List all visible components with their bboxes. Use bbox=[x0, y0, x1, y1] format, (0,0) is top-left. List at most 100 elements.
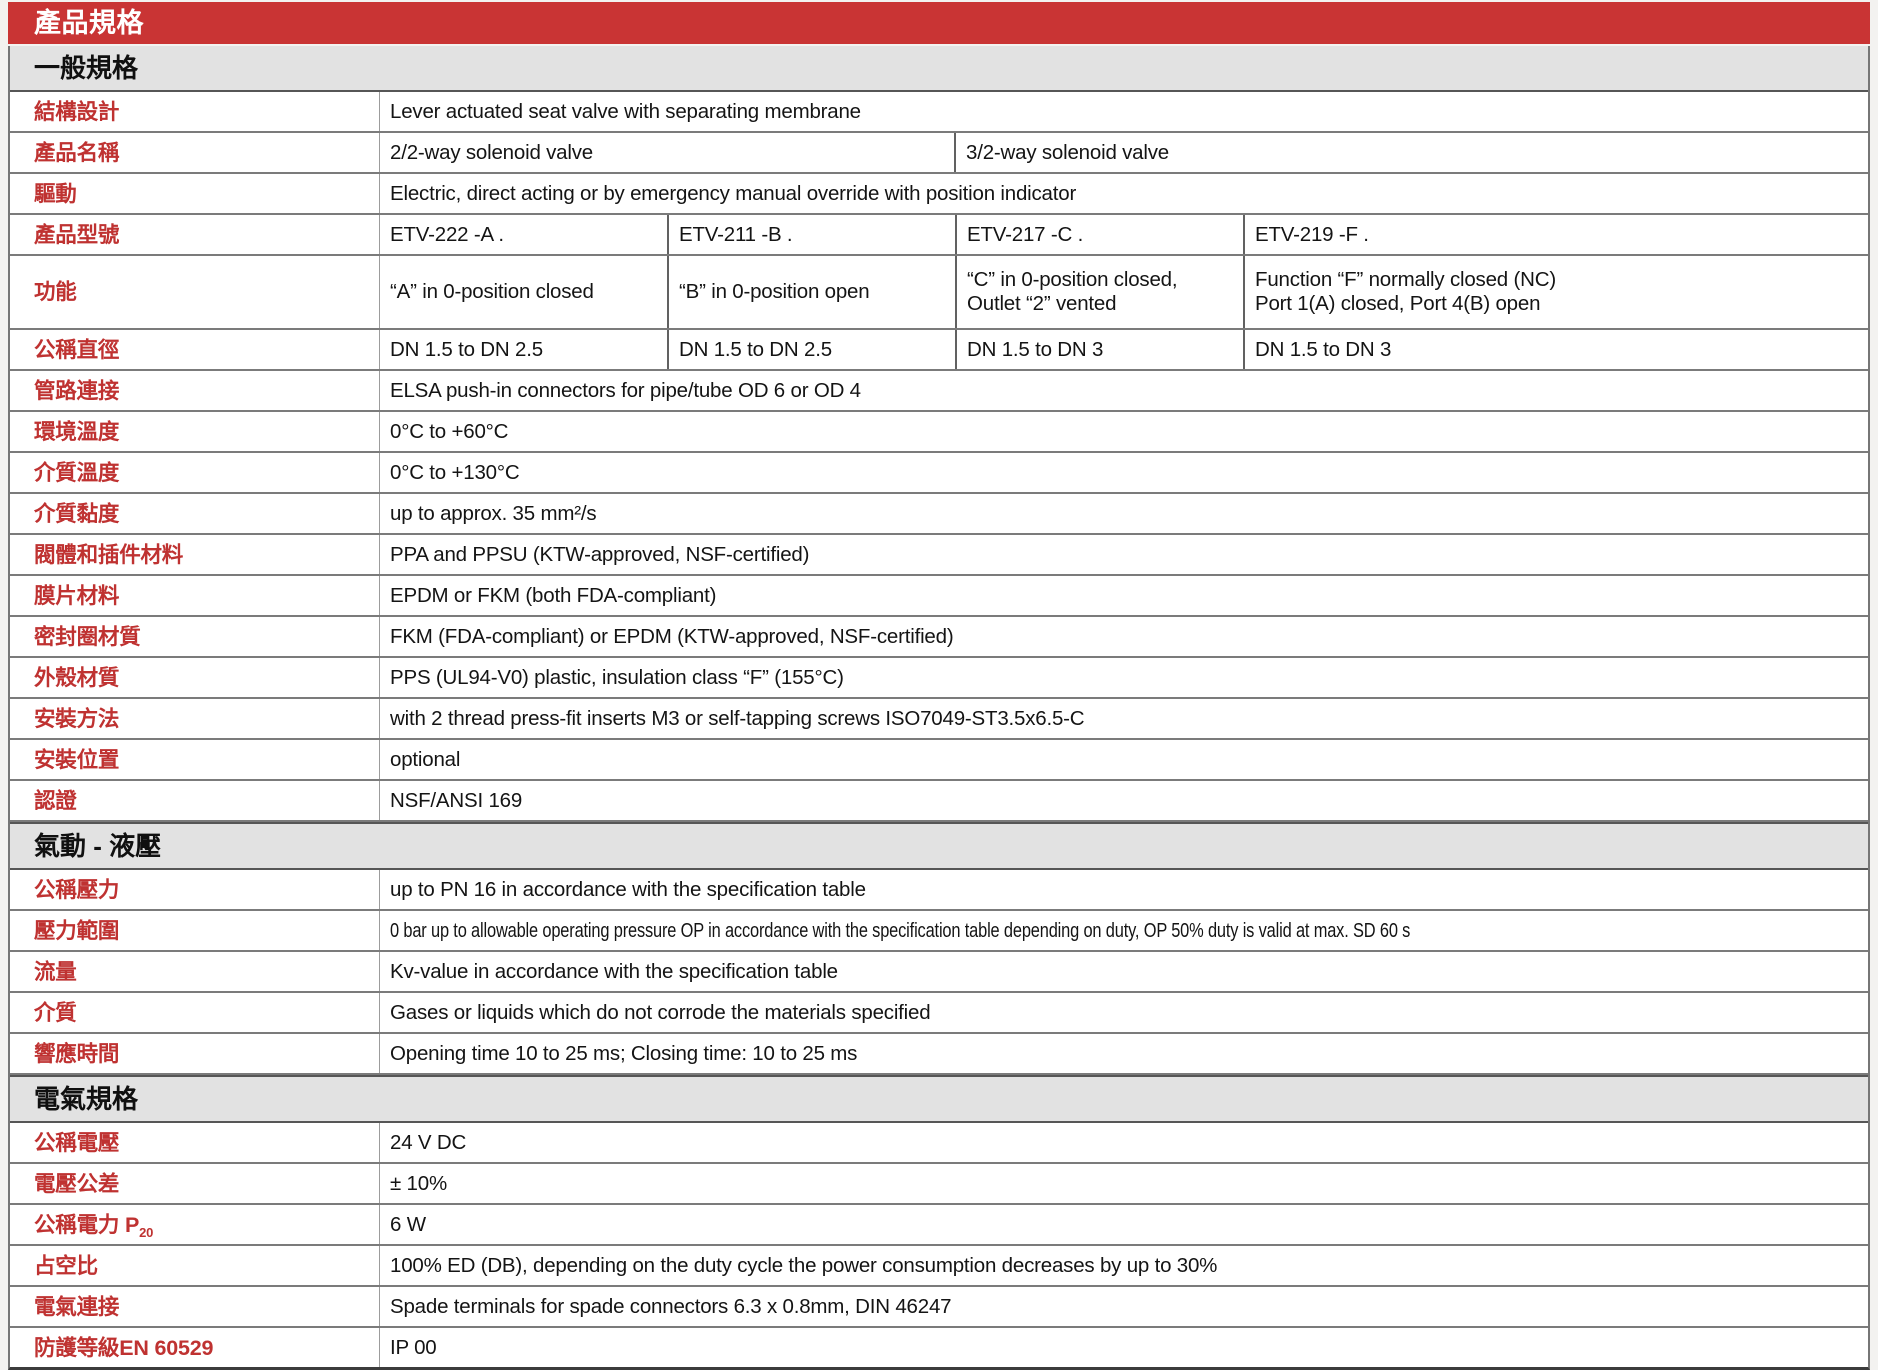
row-value: 2/2-way solenoid valve bbox=[390, 140, 593, 164]
row-value: DN 1.5 to DN 3 bbox=[1243, 330, 1868, 369]
row-value: 24 V DC bbox=[390, 1130, 467, 1154]
row-pressure-range: 壓力範圍 0 bar up to allowable operating pre… bbox=[10, 911, 1868, 952]
row-design: 結構設計 Lever actuated seat valve with sepa… bbox=[10, 92, 1868, 133]
row-nominal-pressure: 公稱壓力 up to PN 16 in accordance with the … bbox=[10, 870, 1868, 911]
row-label: 密封圈材質 bbox=[10, 617, 380, 656]
row-value: Electric, direct acting or by emergency … bbox=[390, 181, 1077, 205]
value-line: “B” in 0-position open bbox=[679, 280, 870, 303]
row-membrane-material: 膜片材料 EPDM or FKM (both FDA-compliant) bbox=[10, 576, 1868, 617]
row-value: “B” in 0-position open bbox=[667, 256, 955, 328]
row-label: 電氣連接 bbox=[10, 1287, 380, 1326]
row-value: with 2 thread press-fit inserts M3 or se… bbox=[390, 706, 1085, 730]
row-label: 介質 bbox=[10, 993, 380, 1032]
row-value: optional bbox=[390, 747, 461, 771]
row-label: 安裝方法 bbox=[10, 699, 380, 738]
row-product-name: 產品名稱 2/2-way solenoid valve 3/2-way sole… bbox=[10, 133, 1868, 174]
row-nominal-power: 公稱電力 P 20 6 W bbox=[10, 1205, 1868, 1246]
row-value: ETV-222 -A . bbox=[390, 222, 504, 246]
row-value: 100% ED (DB), depending on the duty cycl… bbox=[390, 1253, 1218, 1277]
row-value: Opening time 10 to 25 ms; Closing time: … bbox=[390, 1041, 858, 1065]
row-mounting-method: 安裝方法 with 2 thread press-fit inserts M3 … bbox=[10, 699, 1868, 740]
row-voltage-tolerance: 電壓公差 ± 10% bbox=[10, 1164, 1868, 1205]
row-value: “C” in 0-position closed, Outlet “2” ven… bbox=[955, 256, 1243, 328]
row-value: DN 1.5 to DN 2.5 bbox=[667, 330, 955, 369]
row-value: EPDM or FKM (both FDA-compliant) bbox=[390, 583, 717, 607]
row-actuation: 驅動 Electric, direct acting or by emergen… bbox=[10, 174, 1868, 215]
row-nominal-diameter: 公稱直徑 DN 1.5 to DN 2.5 DN 1.5 to DN 2.5 D… bbox=[10, 330, 1868, 371]
row-label: 產品型號 bbox=[10, 215, 380, 254]
row-label: 公稱直徑 bbox=[10, 330, 380, 369]
row-housing-material: 外殼材質 PPS (UL94-V0) plastic, insulation c… bbox=[10, 658, 1868, 699]
section-heading-pneumatic: 氣動 - 液壓 bbox=[10, 822, 1868, 870]
row-certification: 認證 NSF/ANSI 169 bbox=[10, 781, 1868, 822]
row-mounting-position: 安裝位置 optional bbox=[10, 740, 1868, 781]
row-value: Lever actuated seat valve with separatin… bbox=[390, 99, 861, 123]
row-value: DN 1.5 to DN 2.5 bbox=[390, 337, 543, 361]
section-heading-electrical: 電氣規格 bbox=[10, 1075, 1868, 1123]
row-label: 結構設計 bbox=[10, 92, 380, 131]
row-label: 公稱壓力 bbox=[10, 870, 380, 909]
row-value: FKM (FDA-compliant) or EPDM (KTW-approve… bbox=[390, 624, 954, 648]
row-value: PPA and PPSU (KTW-approved, NSF-certifie… bbox=[390, 542, 810, 566]
value-condensed-text: 0 bar up to allowable operating pressure… bbox=[390, 918, 1411, 942]
value-line: Outlet “2” vented bbox=[967, 292, 1117, 315]
row-label-subscript: 20 bbox=[139, 1225, 154, 1240]
row-label: 響應時間 bbox=[10, 1034, 380, 1073]
row-label: 介質黏度 bbox=[10, 494, 380, 533]
value-line: “C” in 0-position closed, bbox=[967, 268, 1178, 291]
row-nominal-voltage: 公稱電壓 24 V DC bbox=[10, 1123, 1868, 1164]
row-label: 認證 bbox=[10, 781, 380, 820]
value-line: Function “F” normally closed (NC) bbox=[1255, 268, 1556, 291]
row-value: up to PN 16 in accordance with the speci… bbox=[390, 877, 866, 901]
row-value: ETV-217 -C . bbox=[955, 215, 1243, 254]
row-value: 6 W bbox=[390, 1212, 426, 1236]
row-value: “A” in 0-position closed bbox=[380, 256, 667, 328]
row-label: 閥體和插件材料 bbox=[10, 535, 380, 574]
row-value: 0°C to +60°C bbox=[390, 419, 509, 443]
row-flow: 流量 Kv-value in accordance with the speci… bbox=[10, 952, 1868, 993]
row-label: 管路連接 bbox=[10, 371, 380, 410]
row-value: 3/2-way solenoid valve bbox=[954, 133, 1868, 172]
value-line: Port 1(A) closed, Port 4(B) open bbox=[1255, 292, 1541, 315]
row-value: ± 10% bbox=[390, 1171, 447, 1195]
row-label: 占空比 bbox=[10, 1246, 380, 1285]
row-label: 電壓公差 bbox=[10, 1164, 380, 1203]
row-label: 公稱電力 P 20 bbox=[10, 1205, 380, 1244]
value-line: “A” in 0-position closed bbox=[390, 280, 594, 303]
row-label: 公稱電壓 bbox=[10, 1123, 380, 1162]
row-label: 外殼材質 bbox=[10, 658, 380, 697]
row-media: 介質 Gases or liquids which do not corrode… bbox=[10, 993, 1868, 1034]
row-seal-material: 密封圈材質 FKM (FDA-compliant) or EPDM (KTW-a… bbox=[10, 617, 1868, 658]
row-value: IP 00 bbox=[390, 1335, 437, 1359]
row-label: 防護等級EN 60529 bbox=[10, 1328, 380, 1367]
spec-sheet: 產品規格 一般規格 結構設計 Lever actuated seat valve… bbox=[8, 0, 1870, 1370]
row-label-text: 公稱電力 P bbox=[34, 1212, 140, 1237]
row-duty-cycle: 占空比 100% ED (DB), depending on the duty … bbox=[10, 1246, 1868, 1287]
row-protection-class: 防護等級EN 60529 IP 00 bbox=[10, 1328, 1868, 1367]
row-label: 壓力範圍 bbox=[10, 911, 380, 950]
row-value: Function “F” normally closed (NC) Port 1… bbox=[1243, 256, 1868, 328]
row-value: ETV-211 -B . bbox=[667, 215, 955, 254]
row-label: 產品名稱 bbox=[10, 133, 380, 172]
row-pipe-connection: 管路連接 ELSA push-in connectors for pipe/tu… bbox=[10, 371, 1868, 412]
row-value: Kv-value in accordance with the specific… bbox=[390, 959, 838, 983]
row-value: Gases or liquids which do not corrode th… bbox=[390, 1000, 931, 1024]
row-label: 環境溫度 bbox=[10, 412, 380, 451]
row-label: 功能 bbox=[10, 256, 380, 328]
page-title: 產品規格 bbox=[8, 2, 1870, 44]
row-value: NSF/ANSI 169 bbox=[390, 788, 523, 812]
row-model: 產品型號 ETV-222 -A . ETV-211 -B . ETV-217 -… bbox=[10, 215, 1868, 256]
row-value: PPS (UL94-V0) plastic, insulation class … bbox=[390, 665, 844, 689]
row-label: 膜片材料 bbox=[10, 576, 380, 615]
row-response-time: 響應時間 Opening time 10 to 25 ms; Closing t… bbox=[10, 1034, 1868, 1075]
section-heading-general: 一般規格 bbox=[10, 46, 1868, 92]
row-label: 驅動 bbox=[10, 174, 380, 213]
row-value: ELSA push-in connectors for pipe/tube OD… bbox=[390, 378, 861, 402]
row-value: ETV-219 -F . bbox=[1243, 215, 1868, 254]
row-media-temp: 介質溫度 0°C to +130°C bbox=[10, 453, 1868, 494]
row-media-viscosity: 介質黏度 up to approx. 35 mm²/s bbox=[10, 494, 1868, 535]
spec-table: 一般規格 結構設計 Lever actuated seat valve with… bbox=[8, 46, 1870, 1370]
row-label: 介質溫度 bbox=[10, 453, 380, 492]
row-body-material: 閥體和插件材料 PPA and PPSU (KTW-approved, NSF-… bbox=[10, 535, 1868, 576]
row-value: DN 1.5 to DN 3 bbox=[955, 330, 1243, 369]
